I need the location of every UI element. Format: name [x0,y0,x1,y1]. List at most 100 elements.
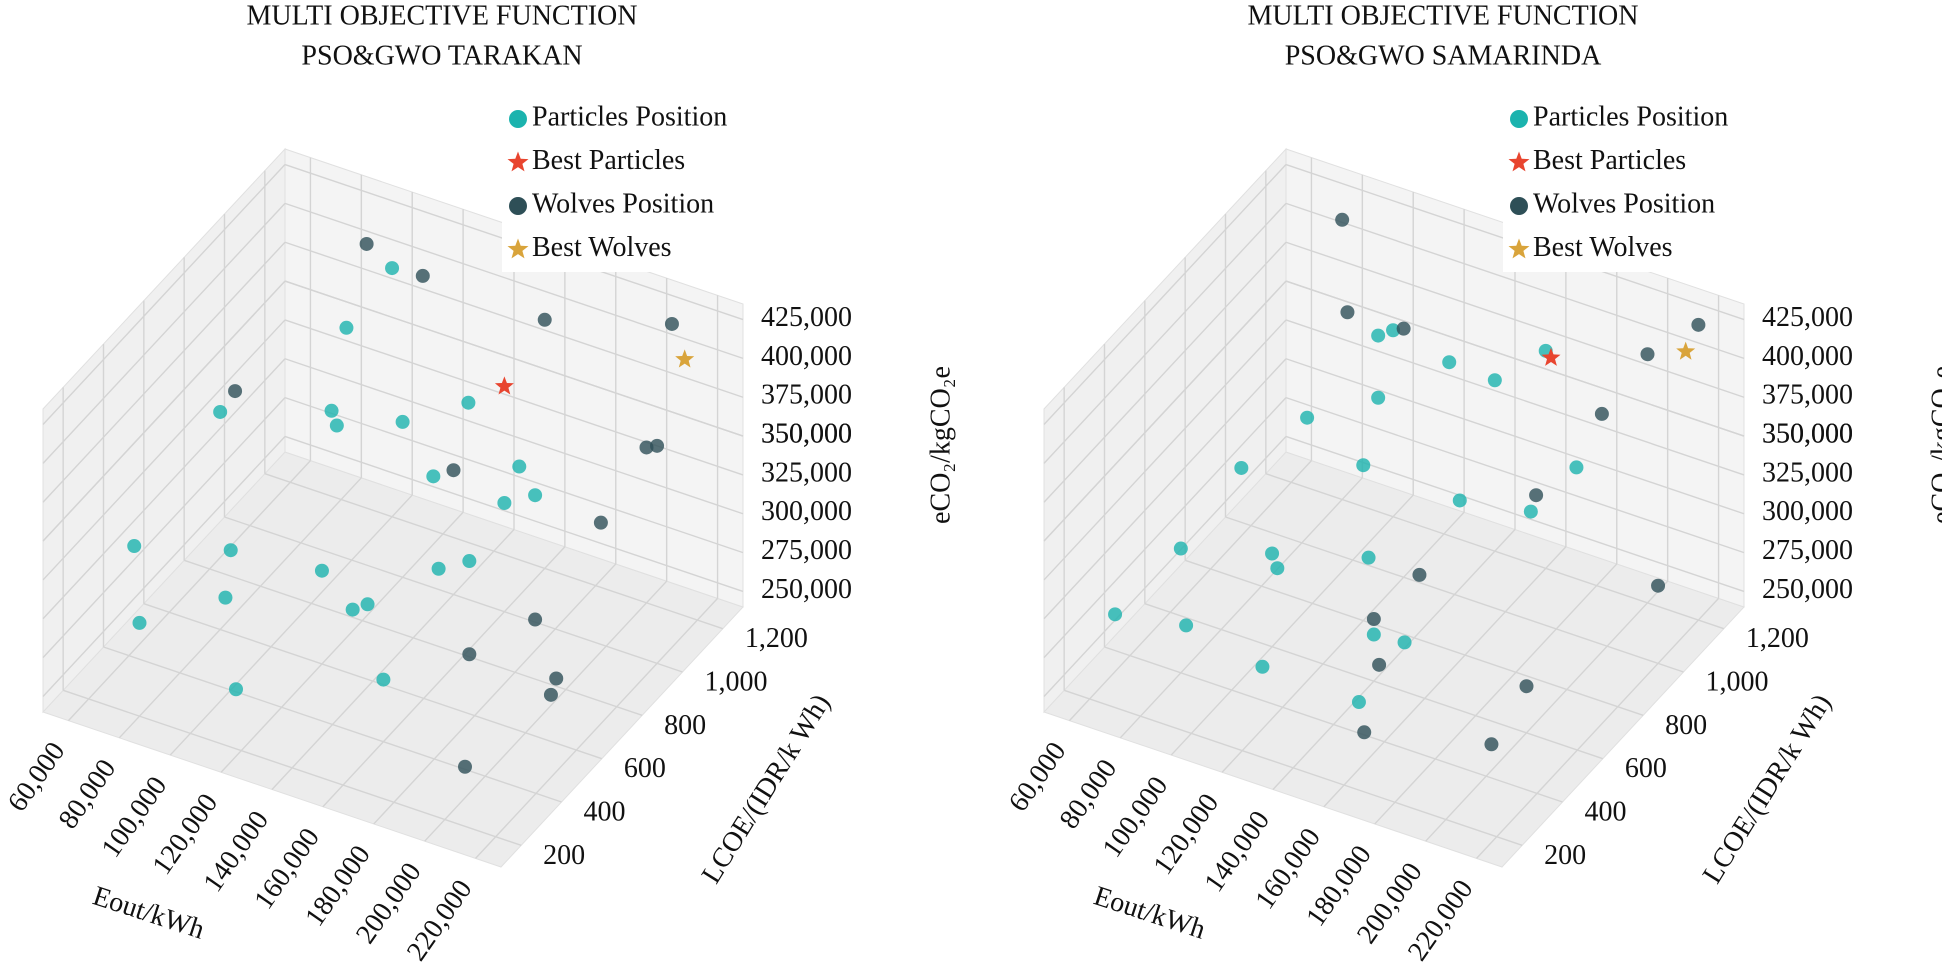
z-tick-label: 325,000 [1762,457,1853,488]
grid-line [284,280,744,437]
point [339,320,354,335]
grid-line [62,689,522,846]
point [1452,493,1467,508]
grid-line [1285,241,1745,398]
point [458,759,472,774]
point [1361,550,1376,565]
grid-line [143,603,603,760]
grid-line [1285,319,1745,476]
point [1108,607,1123,622]
grid-line [1144,603,1604,760]
point [1366,612,1381,627]
y-tick-label: 600 [624,753,666,784]
z-tick-label: 275,000 [1762,535,1853,566]
z-axis-label: eCO₂/kgCO₂e [925,366,956,524]
grid-line [322,546,566,808]
point [1300,410,1315,425]
point [650,438,665,453]
point [462,647,477,662]
point [1335,212,1350,227]
chart-panel: 60,00080,000100,000120,000140,000160,000… [2,0,957,966]
legend-marker [509,197,527,215]
point [1519,679,1534,694]
point [385,261,400,276]
y-tick-label: 200 [543,840,585,871]
grid-line [1119,477,1363,739]
point [1173,541,1188,556]
grid-line [1068,460,1312,722]
point [228,384,243,399]
grid-line [475,597,719,859]
grid-line [1476,597,1720,859]
point [1569,460,1584,475]
point [1691,317,1706,332]
legend-label: Particles Position [532,101,727,132]
point [229,682,243,697]
point [549,671,564,686]
point [461,395,476,410]
legend-label: Best Wolves [1533,232,1673,263]
y-tick-label: 1,200 [1746,623,1809,654]
grid-line [42,202,286,464]
legend-box [1503,97,1803,272]
legend-marker [1508,238,1530,259]
point [497,495,512,510]
grid-line [1425,580,1669,842]
legend-marker [1510,197,1528,215]
point [1371,328,1386,343]
y-tick-label: 600 [1625,753,1667,784]
y-tick-label: 1,000 [705,666,768,697]
point [1484,737,1499,752]
grid-line [42,435,286,697]
point [528,612,543,627]
legend-label: Particles Position [1533,101,1728,132]
grid-line [1043,241,1287,503]
best-point [675,349,695,368]
grid-line [1043,202,1287,464]
legend-label: Best Particles [532,145,685,176]
grid-line [1043,435,1287,697]
y-tick-label: 400 [1585,796,1627,827]
z-tick-label: 400,000 [761,341,852,372]
point [512,459,527,474]
grid-line [224,516,683,673]
point [1366,627,1381,642]
point [1351,695,1366,710]
grid-line [1272,529,1516,790]
x-axis-label: Eout/kWh [89,880,208,945]
point [415,268,430,283]
point [1442,355,1457,370]
z-tick-label: 350,000 [1762,418,1853,449]
grid-line [183,559,643,716]
grid-line [42,241,286,503]
point [1594,406,1609,421]
point [223,543,238,558]
grid-line [42,319,286,581]
point [218,590,233,605]
grid-line [424,580,668,842]
z-tick-label: 250,000 [1762,574,1853,605]
point [345,602,360,617]
point [446,463,461,478]
grid-line [42,397,286,659]
point [1357,725,1372,740]
y-axis-label: LCOE/(IDR/k Wh) [1697,689,1838,889]
point [543,687,558,702]
chart-subtitle: PSO&GWO SAMARINDA [1285,40,1602,71]
grid-line [67,460,311,722]
z-tick-label: 275,000 [761,535,852,566]
point [395,414,410,429]
grid-line [1225,516,1684,673]
point [1640,347,1655,362]
z-tick-label: 425,000 [761,302,852,333]
point [1270,561,1285,576]
grid-line [42,164,286,426]
z-tick-label: 425,000 [1762,302,1853,333]
grid-line [103,646,562,803]
grid-line [42,280,286,542]
point [1651,578,1666,593]
point [1523,504,1538,519]
point [329,418,344,433]
point [359,236,374,251]
